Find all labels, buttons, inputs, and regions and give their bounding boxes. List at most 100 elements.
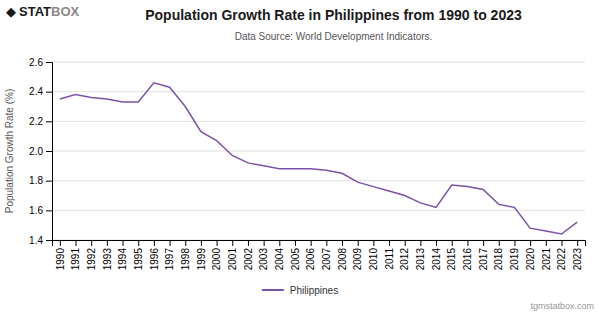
x-tick-mark	[436, 240, 437, 246]
x-tick-mark	[389, 240, 390, 246]
x-tick-mark	[217, 240, 218, 246]
x-tick-label: 2012	[399, 248, 410, 271]
x-tick-mark	[232, 240, 233, 246]
marks	[60, 83, 577, 234]
legend-item: Philippines	[262, 285, 338, 296]
y-tick: 1.8	[29, 175, 52, 186]
x-tick-label: 2005	[290, 248, 301, 271]
x-tick-label: 2018	[493, 248, 504, 271]
x-axis-line	[53, 241, 586, 247]
x-tick-mark	[373, 240, 374, 246]
x-tick: 1998	[180, 240, 191, 270]
x-tick-label: 2023	[572, 248, 583, 271]
y-tick: 2.4	[29, 86, 52, 97]
x-tick-mark	[467, 240, 468, 246]
x-tick-mark	[123, 240, 124, 246]
x-tick-label: 1991	[70, 248, 81, 271]
x-tick: 2015	[446, 240, 457, 270]
x-tick: 2020	[525, 240, 536, 270]
legend: Philippines	[262, 285, 338, 296]
y-tick-label: 1.4	[29, 235, 43, 246]
y-tick-mark	[46, 151, 52, 152]
x-tick-mark	[499, 240, 500, 246]
x-tick-label: 2016	[462, 248, 473, 271]
y-tick: 1.6	[29, 205, 52, 216]
logo-text: BOX	[51, 4, 80, 19]
x-tick-label: 2004	[274, 248, 285, 271]
x-tick-label: 2022	[556, 248, 567, 271]
grid-line	[52, 180, 585, 181]
x-tick: 2014	[431, 240, 442, 270]
subtitle: Data Source: World Development Indicator…	[235, 31, 433, 42]
x-tick-mark	[561, 240, 562, 246]
y-tick-mark	[46, 92, 52, 93]
x-tick-label: 2003	[258, 248, 269, 271]
watermark: tgmstatbox.com	[530, 301, 594, 311]
x-tick-mark	[295, 240, 296, 246]
background	[0, 0, 600, 314]
x-tick-mark	[107, 240, 108, 246]
grid-line	[52, 121, 585, 122]
x-tick: 1992	[86, 240, 97, 270]
x-tick: 2022	[556, 240, 567, 270]
y-tick-label: 1.8	[29, 175, 43, 186]
y-tick-label: 1.6	[29, 205, 43, 216]
x-tick-label: 2006	[305, 248, 316, 271]
x-tick-mark	[91, 240, 92, 246]
x-tick-label: 2017	[478, 248, 489, 271]
x-tick: 2000	[211, 240, 222, 270]
grid-line	[52, 151, 585, 152]
x-tick-label: 1997	[164, 248, 175, 271]
x-tick-mark	[577, 240, 578, 246]
y-tick-label: 2.4	[29, 86, 43, 97]
logo-text: ◆	[6, 4, 16, 19]
x-tick: 1997	[164, 240, 175, 270]
x-tick-label: 1994	[117, 248, 128, 271]
x-tick-label: 2021	[541, 248, 552, 271]
title: Population Growth Rate in Philippines fr…	[145, 7, 522, 23]
x-tick-label: 2011	[384, 248, 395, 270]
x-tick: 2004	[274, 240, 285, 270]
x-tick-mark	[311, 240, 312, 246]
x-tick: 1995	[133, 240, 144, 270]
x-tick: 1996	[149, 240, 160, 270]
x-tick-label: 2020	[525, 248, 536, 271]
x-tick-mark	[154, 240, 155, 246]
x-tick-label: 2010	[368, 248, 379, 271]
x-tick: 2002	[243, 240, 254, 270]
y-tick-label: 2.2	[29, 116, 43, 127]
x-tick-mark	[185, 240, 186, 246]
x-tick: 2009	[352, 240, 363, 270]
x-tick: 2017	[478, 240, 489, 270]
x-tick-label: 1995	[133, 248, 144, 271]
y-tick: 2.2	[29, 116, 52, 127]
grid	[52, 62, 585, 240]
x-tick-mark	[326, 240, 327, 246]
y-axis-line	[46, 63, 53, 241]
plot: 1.41.61.82.02.22.42.61990199119921993199…	[29, 57, 585, 271]
x-tick: 2001	[227, 240, 238, 270]
x-tick: 2008	[337, 240, 348, 270]
x-tick: 2005	[290, 240, 301, 270]
x-tick-label: 1993	[102, 248, 113, 271]
x-tick-label: 2000	[211, 248, 222, 271]
y-tick: 2.6	[29, 57, 52, 68]
x-tick: 2011	[384, 240, 395, 270]
y-axis: 1.41.61.82.02.22.42.6	[29, 57, 52, 246]
x-tick: 1999	[196, 240, 207, 270]
x-tick: 2012	[399, 240, 410, 270]
x-tick-label: 2015	[446, 248, 457, 271]
x-tick: 2007	[321, 240, 332, 270]
y-tick-mark	[46, 121, 52, 122]
x-tick-mark	[514, 240, 515, 246]
x-tick: 1994	[117, 240, 128, 270]
x-tick-mark	[483, 240, 484, 246]
x-tick-mark	[342, 240, 343, 246]
x-tick-label: 2001	[227, 248, 238, 271]
legend-swatch	[262, 289, 284, 291]
x-tick-label: 2019	[509, 248, 520, 271]
grid-line	[52, 210, 585, 211]
x-tick-mark	[138, 240, 139, 246]
y-tick: 1.4	[29, 235, 52, 246]
x-tick-mark	[170, 240, 171, 246]
